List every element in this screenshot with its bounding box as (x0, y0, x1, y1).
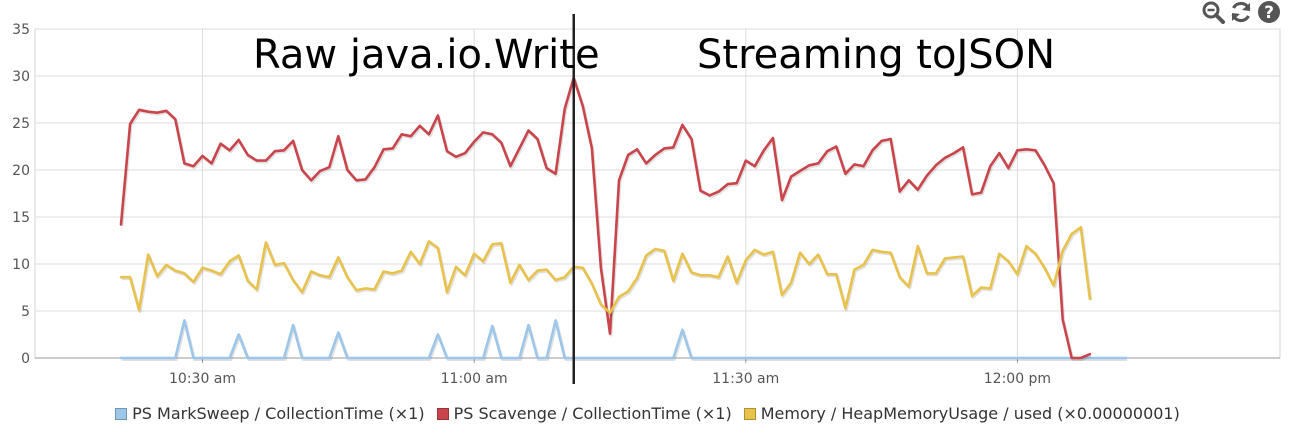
x-axis: 10:30 am 11:00 am 11:30 am 12:00 pm (169, 371, 1051, 387)
series-line-1[interactable] (119, 76, 1092, 360)
x-tick-label: 12:00 pm (984, 371, 1051, 387)
y-tick-label: 20 (12, 163, 30, 179)
chart-grid (34, 28, 1281, 363)
y-tick-label: 30 (12, 69, 30, 85)
y-tick-label: 10 (12, 257, 30, 273)
svg-text:?: ? (1264, 3, 1274, 23)
series-line-0[interactable] (119, 319, 1128, 360)
legend-item-0[interactable]: PS MarkSweep / CollectionTime (×1) (115, 404, 425, 423)
series-shadow (122, 320, 1128, 361)
annotation-streaming-tojson: Streaming toJSON (697, 32, 1055, 78)
x-tick-label: 11:30 am (712, 371, 779, 387)
y-tick-label: 15 (12, 210, 30, 226)
legend-swatch (743, 408, 756, 420)
x-tick-label: 11:00 am (441, 371, 508, 387)
series-shadow (120, 77, 1092, 361)
chart-toolbar: ? (1201, 0, 1281, 24)
refresh-icon[interactable] (1229, 0, 1253, 24)
legend-swatch (115, 408, 128, 420)
y-axis: 0 5 10 15 20 25 30 35 (12, 22, 30, 367)
y-tick-label: 5 (21, 304, 30, 320)
y-tick-label: 0 (21, 351, 30, 367)
legend-label: PS MarkSweep / CollectionTime (×1) (132, 404, 425, 423)
legend-label: Memory / HeapMemoryUsage / used (×0.0000… (760, 404, 1180, 423)
zoom-out-icon[interactable] (1201, 0, 1225, 24)
y-tick-label: 25 (12, 116, 30, 132)
series-line-2[interactable] (119, 226, 1092, 315)
x-tick-label: 10:30 am (169, 371, 236, 387)
y-tick-label: 35 (12, 22, 30, 38)
legend-item-2[interactable]: Memory / HeapMemoryUsage / used (×0.0000… (743, 404, 1180, 423)
plot-area (34, 28, 1281, 359)
annotation-raw-java-io-write: Raw java.io.Write (253, 32, 600, 78)
chart-legend: PS MarkSweep / CollectionTime (×1) PS Sca… (0, 404, 1295, 423)
series-layer (119, 76, 1128, 361)
legend-label: PS Scavenge / CollectionTime (×1) (453, 404, 732, 423)
help-icon[interactable]: ? (1257, 0, 1281, 24)
legend-item-1[interactable]: PS Scavenge / CollectionTime (×1) (436, 404, 732, 423)
legend-swatch (436, 408, 449, 420)
